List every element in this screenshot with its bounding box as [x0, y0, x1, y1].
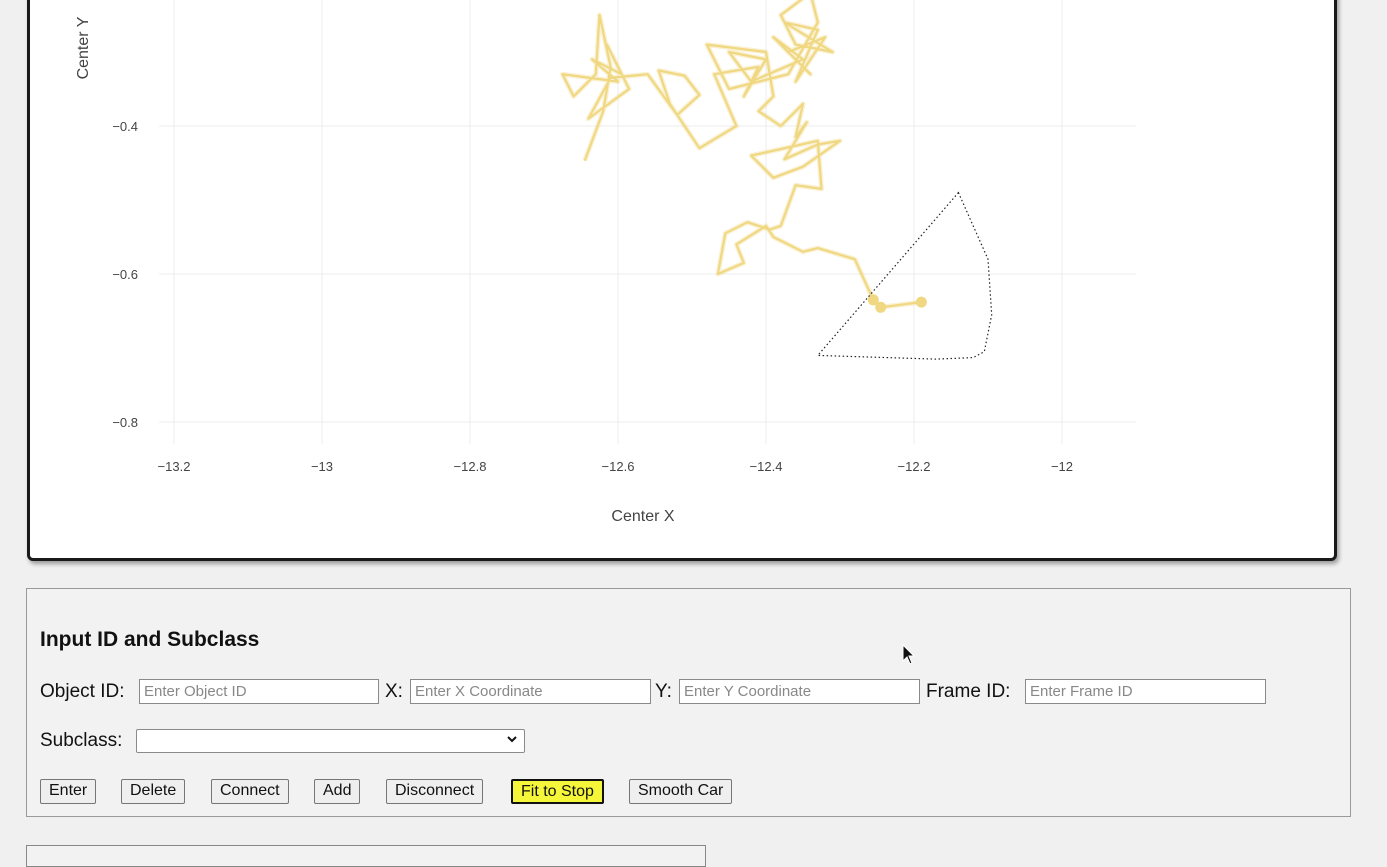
plot-container[interactable]: −13.2 −13 −12.8 −12.6 −12.4 −12.2 −12 −0.4 −0.6 −… — [27, 0, 1337, 561]
y-coordinate-input[interactable] — [679, 679, 920, 704]
tick-labels: −13.2 −13 −12.8 −12.6 −12.4 −12.2 −12 −0.4 −0.6 −… — [112, 119, 1073, 474]
frame-id-label: Frame ID: — [926, 681, 1011, 702]
grid-lines — [159, 0, 1136, 445]
x-label: X: — [385, 681, 403, 702]
trajectory-line[interactable] — [561, 0, 922, 309]
selection-polygon[interactable] — [816, 191, 993, 360]
panel-title: Input ID and Subclass — [40, 628, 260, 651]
y-tick-label: −0.4 — [112, 119, 138, 134]
y-axis-title: Center Y — [75, 16, 92, 79]
mouse-pointer-icon — [902, 643, 916, 671]
trajectory-marker[interactable] — [867, 294, 879, 306]
delete-button[interactable]: Delete — [121, 779, 186, 804]
chevron-down-icon — [506, 732, 518, 748]
x-tick-label: −12.8 — [454, 459, 487, 474]
subclass-label: Subclass: — [40, 730, 123, 751]
add-button[interactable]: Add — [314, 779, 361, 804]
connect-button[interactable]: Connect — [211, 779, 289, 804]
smooth-car-button[interactable]: Smooth Car — [629, 779, 733, 804]
y-tick-label: −0.6 — [112, 267, 138, 282]
y-label: Y: — [655, 681, 672, 702]
trajectory-trace[interactable] — [560, 0, 927, 313]
trajectory-marker[interactable] — [875, 301, 887, 313]
x-tick-label: −12.4 — [750, 459, 783, 474]
object-id-label: Object ID: — [40, 681, 125, 702]
enter-button[interactable]: Enter — [40, 779, 97, 804]
fit-to-stop-button[interactable]: Fit to Stop — [511, 779, 604, 804]
y-tick-label: −0.8 — [112, 415, 138, 430]
object-id-input[interactable] — [139, 679, 379, 704]
trajectory-plot[interactable]: −13.2 −13 −12.8 −12.6 −12.4 −12.2 −12 −0.4 −0.6 −… — [30, 0, 1334, 558]
x-tick-label: −12 — [1051, 459, 1073, 474]
x-tick-label: −13 — [311, 459, 333, 474]
x-axis-title: Center X — [611, 508, 674, 525]
x-tick-label: −12.2 — [898, 459, 931, 474]
frame-id-input[interactable] — [1025, 679, 1266, 704]
bottom-panel — [26, 845, 706, 867]
selection-polygon-outline[interactable] — [816, 191, 993, 360]
x-tick-label: −13.2 — [158, 459, 191, 474]
x-tick-label: −12.6 — [602, 459, 635, 474]
trajectory-marker[interactable] — [915, 296, 927, 308]
disconnect-button[interactable]: Disconnect — [386, 779, 484, 804]
x-coordinate-input[interactable] — [410, 679, 651, 704]
subclass-select[interactable] — [136, 729, 525, 753]
input-panel: Input ID and Subclass Object ID: X: Y: F… — [26, 588, 1351, 817]
